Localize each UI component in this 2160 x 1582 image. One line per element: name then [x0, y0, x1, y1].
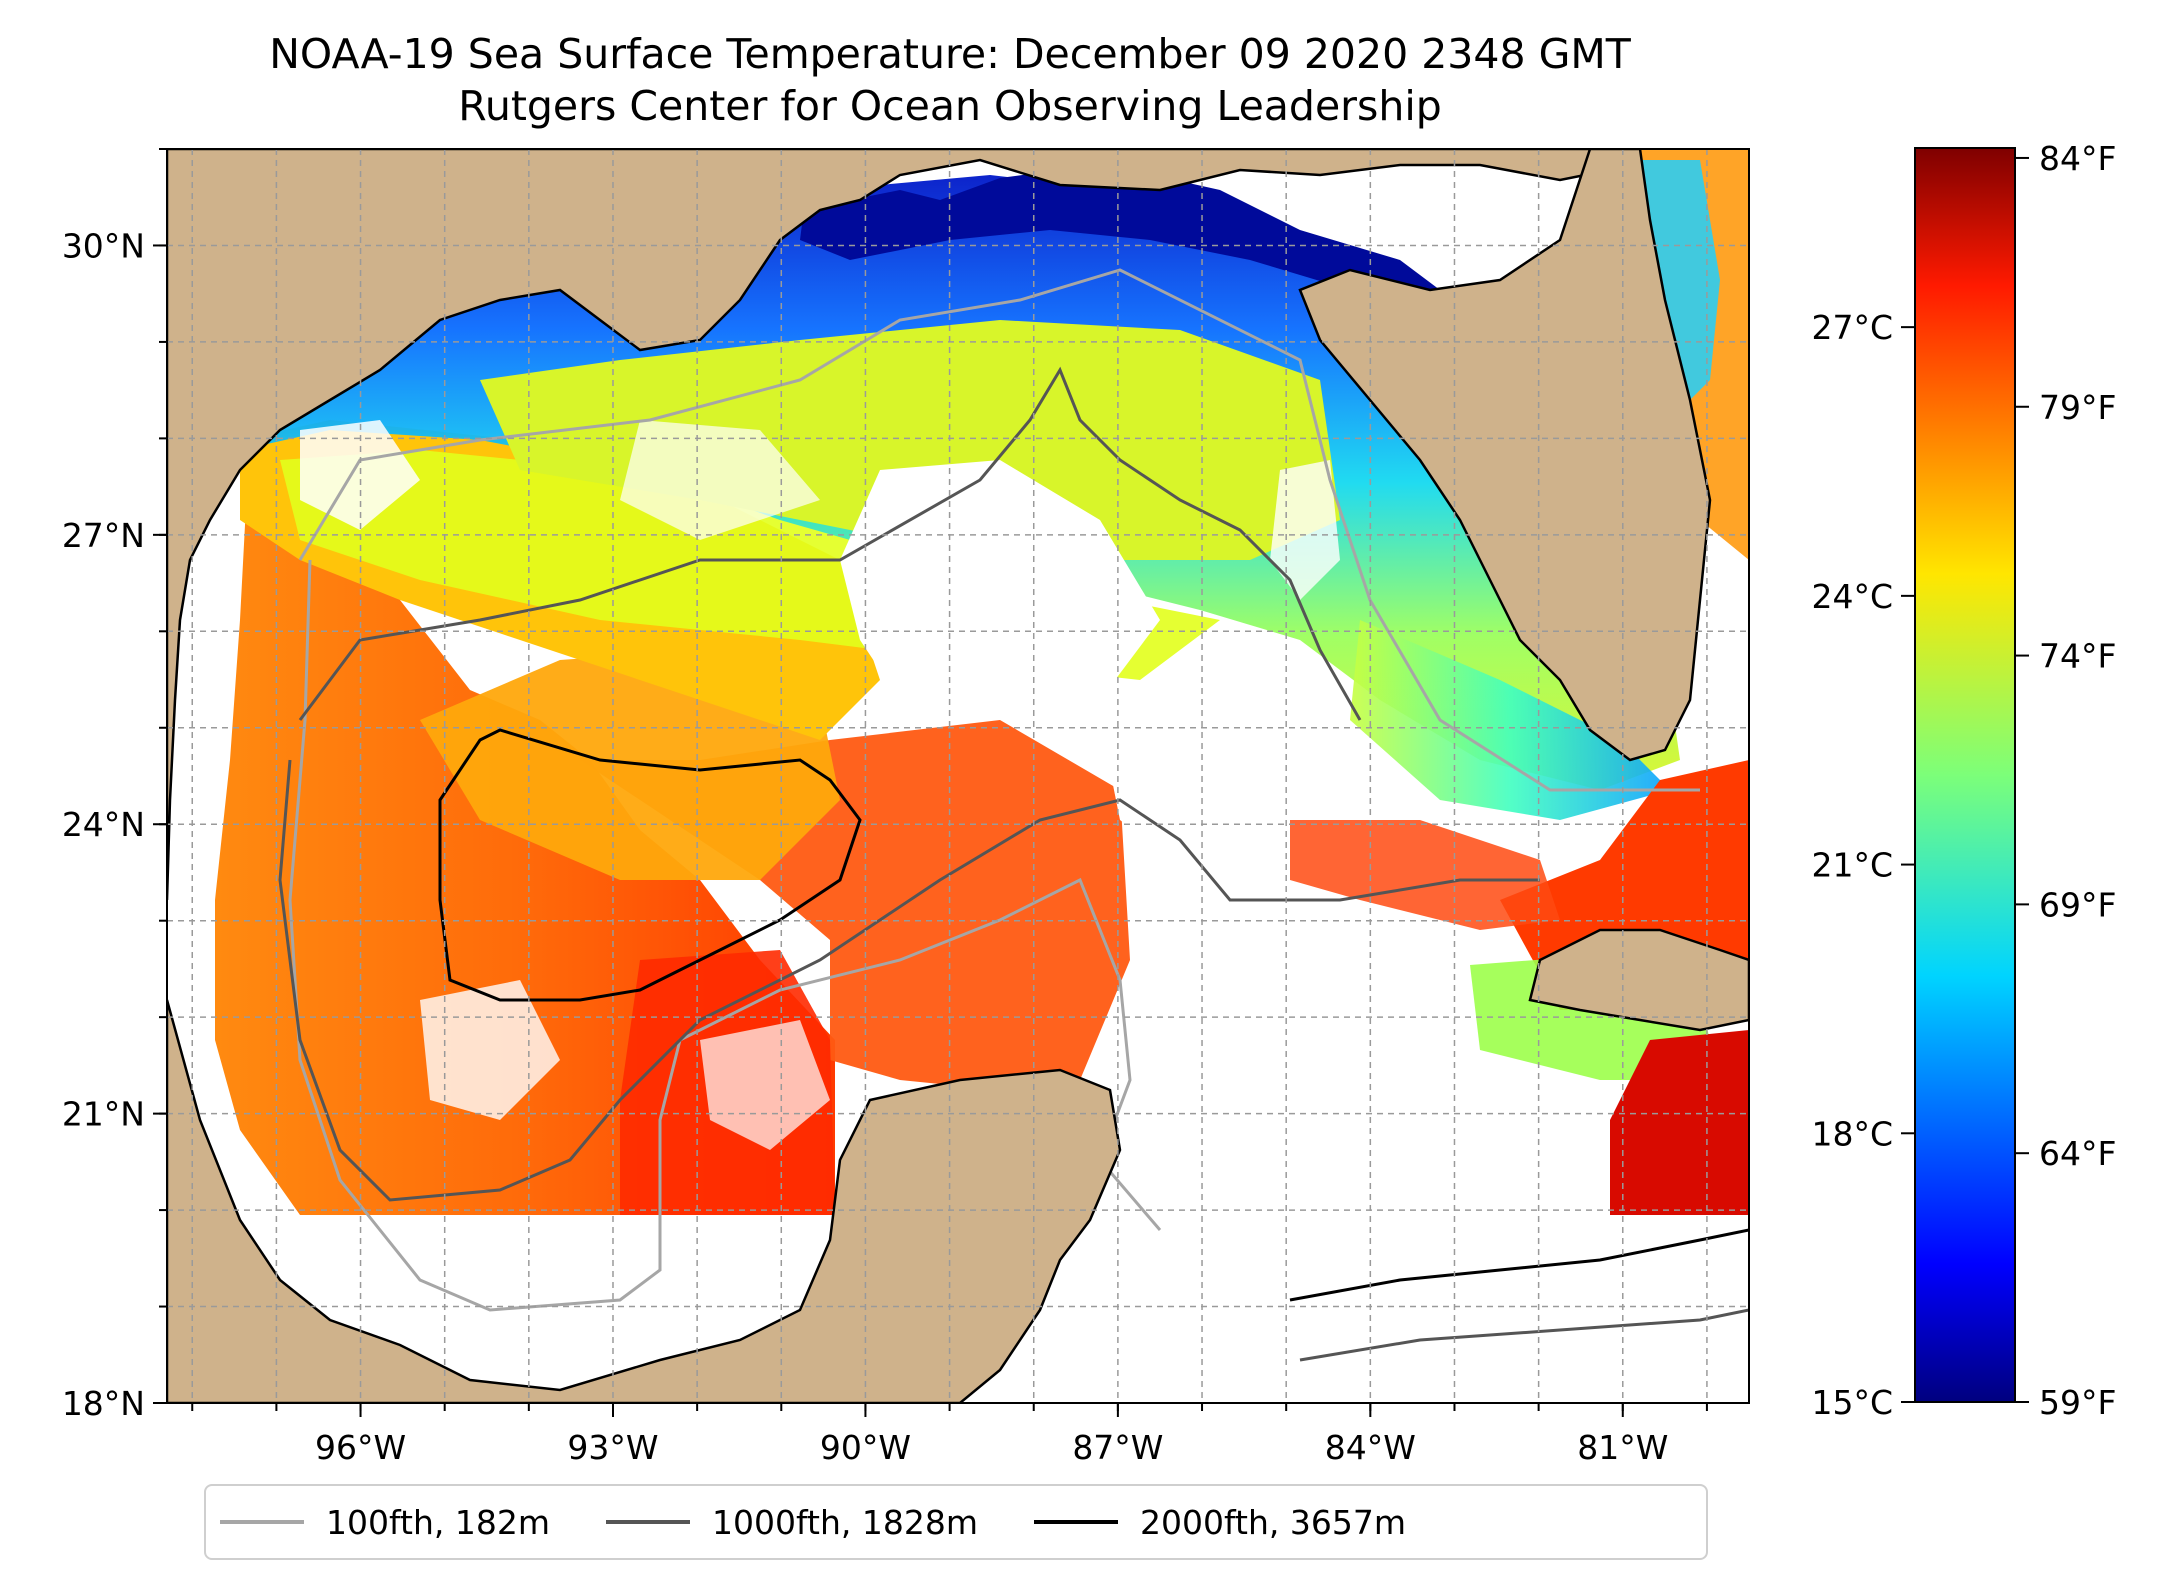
lon-tick-label: 96°W: [315, 1428, 406, 1467]
cloud-gap: [620, 420, 820, 540]
contour-1000fth: [278, 759, 1540, 1202]
map-plot-area: [167, 149, 1749, 1403]
legend-item-2000fth: 2000fth, 3657m: [1033, 1502, 1406, 1542]
celsius-tick-label: 21°C: [1811, 846, 1893, 885]
lon-tick-label: 84°W: [1325, 1428, 1416, 1467]
bathymetry-contours: [278, 268, 1749, 1362]
celsius-tick-label: 27°C: [1811, 308, 1893, 347]
lon-tick-label: 81°W: [1577, 1428, 1668, 1467]
fahrenheit-tick-label: 59°F: [2039, 1383, 2116, 1422]
colorbar-fahrenheit-axis: 84°F 79°F 74°F 69°F 64°F 59°F: [2015, 139, 2116, 1422]
eastern-warm-patches: [1290, 820, 1560, 930]
fahrenheit-tick-label: 84°F: [2039, 139, 2116, 178]
lon-tick-label: 93°W: [567, 1428, 658, 1467]
figure-subtitle: Rutgers Center for Ocean Observing Leade…: [458, 82, 1442, 130]
colorbar: 27°C 24°C 21°C 18°C 15°C 84°F 79°F 74°F 69°F 64°…: [1811, 139, 2116, 1422]
contour-100fth: [288, 559, 1162, 1312]
caribbean-warm-core: [1610, 1030, 1749, 1215]
cloud-gap: [700, 1020, 830, 1150]
lon-tick-label: 87°W: [1072, 1428, 1163, 1467]
north-central-yellow: [480, 320, 1340, 560]
contour-2000fth: [438, 728, 862, 1002]
latitude-axis: 30°N 27°N 24°N 21°N 18°N: [62, 148, 167, 1423]
celsius-tick-label: 24°C: [1811, 577, 1893, 616]
contour-1000fth-caribbean: [1299, 1308, 1749, 1362]
fahrenheit-tick-label: 69°F: [2039, 885, 2116, 924]
colorbar-celsius-axis: 27°C 24°C 21°C 18°C 15°C: [1811, 308, 1915, 1422]
longitude-axis: 96°W 93°W 90°W 87°W 84°W 81°W: [191, 1403, 1708, 1467]
lat-tick-label: 30°N: [62, 226, 145, 265]
legend-swatch-100fth: [220, 1520, 304, 1524]
florida-peninsula: [1298, 149, 1712, 762]
cloud-gap: [840, 460, 1160, 720]
florida-shelf-gradient: [1350, 620, 1670, 820]
contour-legend: 100fth, 182m 1000fth, 1828m 2000fth, 365…: [204, 1484, 1708, 1560]
lat-tick-label: 18°N: [62, 1384, 145, 1423]
us-gulf-coast-land: [167, 149, 1622, 901]
celsius-tick-label: 15°C: [1811, 1383, 1893, 1422]
fahrenheit-tick-label: 79°F: [2039, 388, 2116, 427]
map-grid: [167, 148, 1749, 1404]
figure-title: NOAA-19 Sea Surface Temperature: Decembe…: [269, 30, 1631, 78]
map-frame: [166, 148, 1750, 1404]
lat-tick-label: 24°N: [62, 805, 145, 844]
cloud-gap: [1270, 460, 1340, 600]
nearshore-cold-water: [800, 160, 1480, 330]
cloud-gap: [300, 420, 420, 530]
legend-item-1000fth: 1000fth, 1828m: [606, 1503, 978, 1542]
legend-swatch-2000fth: [1033, 1520, 1118, 1524]
lat-tick-label: 27°N: [62, 516, 145, 555]
cloud-gap: [420, 980, 560, 1120]
land: [167, 149, 1749, 1403]
contour-100fth-north: [298, 268, 1700, 792]
mexico-yucatan-land: [167, 999, 1122, 1403]
legend-label-2000fth: 2000fth, 3657m: [1139, 1502, 1406, 1542]
legend-swatch-1000fth: [606, 1520, 690, 1524]
contour-2000fth-caribbean: [1289, 1228, 1749, 1302]
legend-label-100fth: 100fth, 182m: [326, 1502, 550, 1542]
colorbar-gradient: [1914, 147, 2016, 1403]
contour-1000fth-north: [298, 366, 1362, 721]
legend-label-1000fth: 1000fth, 1828m: [712, 1502, 978, 1542]
cuba-west-land: [1528, 928, 1749, 1032]
legend-item-100fth: 100fth, 182m: [220, 1503, 550, 1542]
celsius-tick-label: 18°C: [1811, 1114, 1893, 1153]
lon-tick-label: 90°W: [820, 1428, 911, 1467]
lat-tick-label: 21°N: [62, 1095, 145, 1134]
cloud-gap: [1100, 700, 1300, 880]
fahrenheit-tick-label: 74°F: [2039, 637, 2116, 676]
fahrenheit-tick-label: 64°F: [2039, 1134, 2116, 1173]
